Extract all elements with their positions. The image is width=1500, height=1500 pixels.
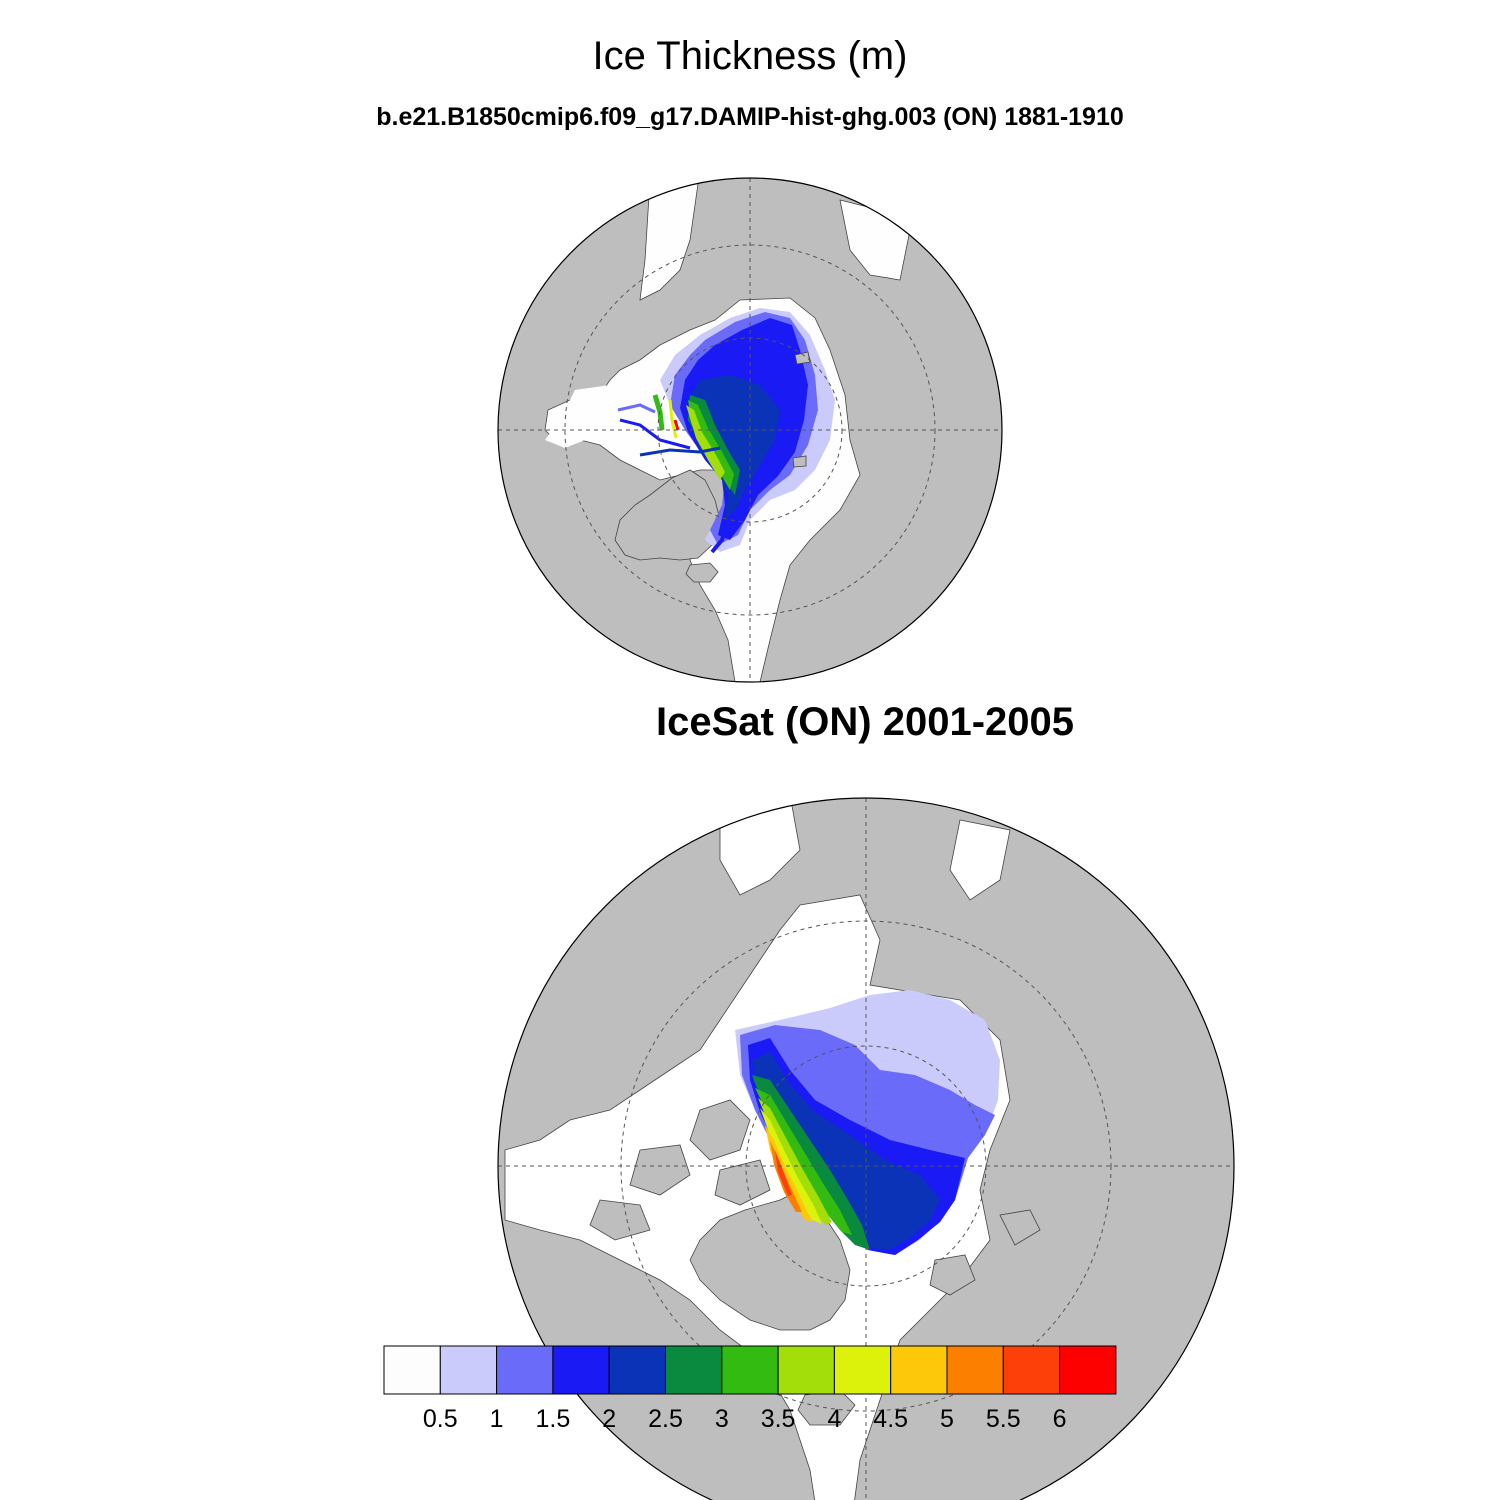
panel1-title: b.e21.B1850cmip6.f09_g17.DAMIP-hist-ghg.… (376, 103, 1124, 131)
panel1-iceland (685, 562, 719, 583)
colorbar-tick-label: 3 (714, 1405, 729, 1433)
panel1-ice-streak2 (668, 399, 678, 439)
colorbar-swatch (552, 1345, 610, 1395)
panel1-greenland (614, 469, 721, 561)
panel1-ice-streak4 (639, 446, 721, 457)
panel2-border (497, 797, 1235, 1500)
colorbar-swatch (439, 1345, 498, 1395)
panel1-island (792, 455, 807, 468)
panel1-channels (545, 385, 620, 448)
colorbar-swatch (946, 1345, 1004, 1395)
panel2-title: IceSat (ON) 2001-2005 (655, 700, 1074, 744)
colorbar-tick-label: 2.5 (648, 1405, 683, 1433)
colorbar-swatch (383, 1345, 441, 1395)
colorbar-swatch (721, 1345, 779, 1395)
colorbar-tick-label: 2 (602, 1405, 617, 1433)
panel1-island (794, 351, 811, 365)
panel2-island (929, 1254, 976, 1296)
panel2-pacific-east (949, 819, 1011, 901)
panel2-greenland (689, 1189, 851, 1331)
panel2-ice-red (775, 1150, 792, 1196)
panel1-ice-yellowgreen (686, 405, 725, 480)
colorbar-tick-label: 5.5 (985, 1405, 1021, 1433)
panel1-map (497, 177, 1003, 683)
panel2-island (999, 1209, 1041, 1246)
colorbar-tick-label: 1.5 (535, 1405, 571, 1433)
colorbar-swatch (665, 1345, 723, 1395)
panel1-ice-east-coast (710, 519, 730, 554)
colorbar-swatch (1059, 1345, 1117, 1395)
colorbar-tick-label: 5 (940, 1405, 954, 1433)
panel2-ice-yellow (760, 1108, 822, 1224)
panel1-ice-darkblue (688, 375, 780, 520)
colorbar (383, 1345, 1117, 1395)
colorbar-swatch (833, 1345, 892, 1395)
panel1-ice-streak6 (617, 403, 656, 414)
colorbar-swatch (608, 1345, 667, 1395)
panel2-island (629, 1144, 691, 1196)
colorbar-swatch (496, 1345, 554, 1395)
panel2-ice-yellowgreen (758, 1098, 832, 1225)
colorbar-swatch (1002, 1345, 1061, 1395)
panel1-ice-streak5 (673, 419, 680, 431)
figure-title: Ice Thickness (m) (592, 34, 908, 78)
panel2-island (589, 1199, 651, 1241)
panel1-ice-streak3 (619, 418, 691, 450)
panel1-border (497, 177, 1003, 683)
panel2-island (689, 1099, 751, 1161)
colorbar-tick-label: 3.5 (760, 1405, 796, 1433)
panel2-ice-orange (765, 1125, 812, 1222)
panel2-ice-darkblue (752, 1052, 940, 1250)
panel1-lat-circle (564, 244, 936, 616)
colorbar-tick-label: 6 (1052, 1405, 1067, 1433)
colorbar-swatch (890, 1345, 948, 1395)
panel2-island (714, 1159, 771, 1206)
panel2-ice-lightgreen (755, 1088, 852, 1235)
colorbar-tick-label: 4.5 (873, 1405, 909, 1433)
colorbar-tick-label: 4 (827, 1405, 842, 1433)
colorbar-tick-label: 0.5 (422, 1405, 458, 1433)
colorbar-tick-label: 1 (489, 1405, 504, 1433)
colorbar-swatch (777, 1345, 835, 1395)
